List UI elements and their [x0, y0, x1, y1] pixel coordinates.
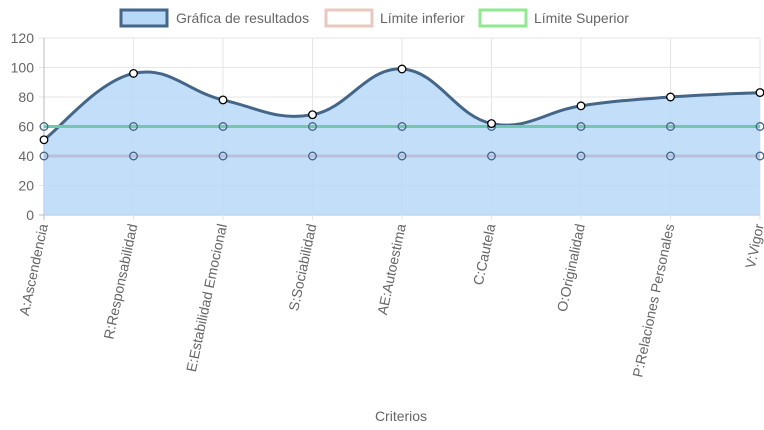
data-point-limite-inferior[interactable] — [666, 151, 675, 161]
x-tick-label: V:Vigor — [742, 222, 764, 270]
x-tick-label: C:Cautela — [470, 222, 499, 286]
legend-label-limite-inferior: Límite inferior — [380, 10, 465, 26]
y-tick-label: 20 — [18, 178, 34, 194]
legend-swatch-limite-superior — [478, 8, 528, 28]
legend-label-limite-superior: Límite Superior — [534, 10, 629, 26]
x-tick-label: E:Estabilidad Emocional — [183, 222, 230, 373]
data-point-limite-superior[interactable] — [666, 122, 675, 131]
data-point-limite-superior[interactable] — [39, 122, 49, 131]
data-point-limite-inferior[interactable] — [397, 151, 407, 161]
y-tick-label: 0 — [26, 207, 34, 223]
legend-item-limite-inferior[interactable]: Límite inferior — [324, 8, 465, 28]
x-tick-label: A:Ascendencia — [16, 222, 51, 317]
series-areas — [44, 68, 760, 216]
data-point-resultados[interactable] — [218, 95, 228, 105]
data-point-limite-inferior[interactable] — [218, 151, 228, 161]
series-points — [39, 64, 764, 161]
legend-swatch-limite-inferior — [324, 8, 374, 28]
data-point-limite-inferior[interactable] — [576, 151, 586, 161]
data-point-limite-inferior[interactable] — [129, 151, 138, 161]
data-point-resultados[interactable] — [308, 110, 317, 120]
x-tick-label: O:Originalidad — [554, 222, 588, 313]
y-tick-label: 100 — [11, 60, 35, 76]
data-point-limite-superior[interactable] — [576, 122, 586, 131]
legend: Gráfica de resultados Límite inferior Lí… — [119, 8, 629, 28]
legend-item-limite-superior[interactable]: Límite Superior — [478, 8, 629, 28]
legend-swatch-resultados — [119, 8, 169, 28]
x-axis-ticks: A:Ascendencia R:Responsabilidad E:Estabili… — [16, 222, 764, 379]
data-point-limite-inferior[interactable] — [487, 151, 496, 161]
y-tick-label: 60 — [18, 119, 34, 135]
x-axis-title: Criterios — [375, 408, 427, 424]
x-tick-label: P:Relaciones Personales — [629, 222, 677, 378]
legend-label-resultados: Gráfica de resultados — [176, 10, 309, 26]
data-point-resultados[interactable] — [666, 92, 675, 102]
data-point-limite-superior[interactable] — [129, 122, 138, 131]
y-tick-label: 80 — [18, 89, 34, 105]
data-point-resultados[interactable] — [129, 68, 138, 78]
y-tick-label: 40 — [18, 148, 34, 164]
y-axis-ticks: 0 20 40 60 80 100 120 — [11, 30, 35, 223]
data-point-resultados[interactable] — [39, 135, 49, 145]
data-point-resultados[interactable] — [397, 64, 407, 74]
data-point-limite-superior[interactable] — [397, 122, 407, 131]
x-tick-label: S:Sociabilidad — [285, 222, 319, 312]
data-point-limite-inferior[interactable] — [39, 151, 49, 161]
legend-item-resultados[interactable]: Gráfica de resultados — [119, 8, 309, 28]
data-point-limite-superior[interactable] — [218, 122, 228, 131]
data-point-limite-superior[interactable] — [308, 122, 317, 131]
data-point-limite-inferior[interactable] — [308, 151, 317, 161]
x-tick-label: AE:Autoestima — [374, 222, 409, 316]
data-point-resultados[interactable] — [576, 101, 586, 111]
x-tick-label: R:Responsabilidad — [100, 222, 140, 340]
data-point-resultados[interactable] — [487, 119, 496, 128]
series-area-resultados — [44, 68, 760, 216]
y-tick-label: 120 — [11, 30, 35, 46]
data-point-resultados[interactable] — [755, 88, 764, 98]
